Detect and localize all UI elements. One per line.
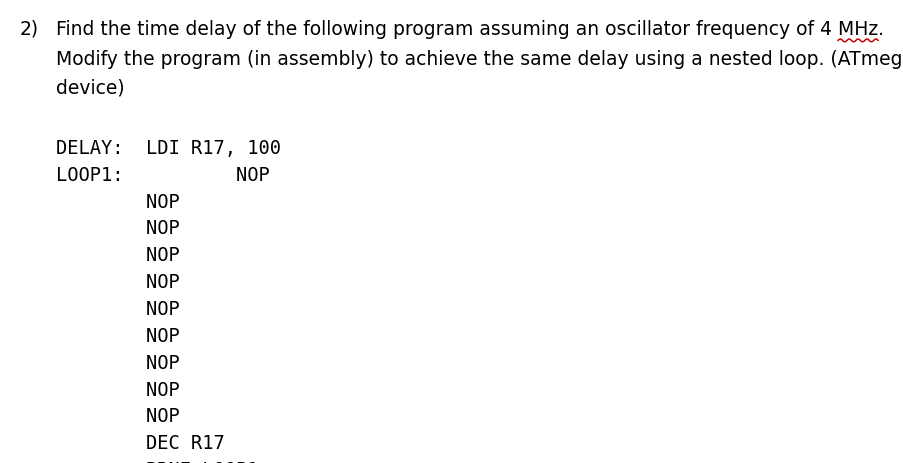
Text: 2): 2): [20, 20, 39, 39]
Text: device): device): [56, 79, 125, 98]
Text: NOP: NOP: [56, 354, 180, 373]
Text: NOP: NOP: [56, 273, 180, 292]
Text: Find the time delay of the following program assuming an oscillator frequency of: Find the time delay of the following pro…: [56, 20, 883, 39]
Text: Find the time delay of the following program assuming an oscillator frequency of: Find the time delay of the following pro…: [56, 20, 837, 39]
Text: NOP: NOP: [56, 300, 180, 319]
Text: NOP: NOP: [56, 246, 180, 265]
Text: NOP: NOP: [56, 219, 180, 238]
Text: DEC R17: DEC R17: [56, 434, 225, 453]
Text: DELAY:  LDI R17, 100: DELAY: LDI R17, 100: [56, 139, 281, 158]
Text: LOOP1:          NOP: LOOP1: NOP: [56, 166, 269, 185]
Text: NOP: NOP: [56, 407, 180, 426]
Text: BRNE LOOP1: BRNE LOOP1: [56, 461, 258, 463]
Text: NOP: NOP: [56, 327, 180, 346]
Text: Find the time delay of the following program assuming an oscillator frequency of: Find the time delay of the following pro…: [56, 20, 877, 39]
Text: NOP: NOP: [56, 193, 180, 212]
Text: Modify the program (in assembly) to achieve the same delay using a nested loop. : Modify the program (in assembly) to achi…: [56, 50, 903, 69]
Text: NOP: NOP: [56, 381, 180, 400]
